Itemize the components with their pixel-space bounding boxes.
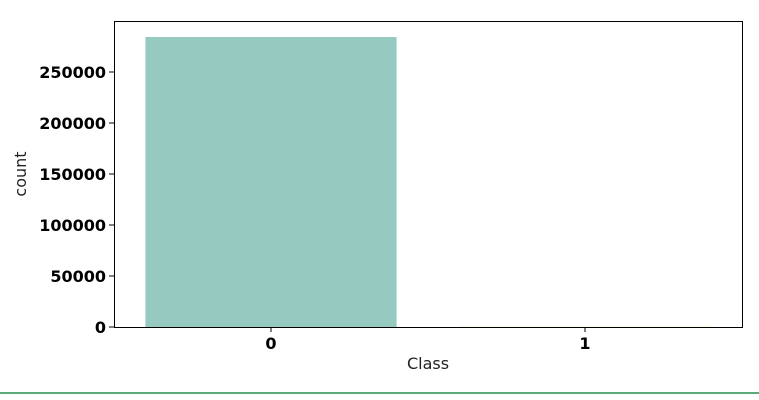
x-tick-label: 0 (265, 334, 276, 353)
y-tick-label: 200000 (39, 114, 106, 133)
y-tick-label: 250000 (39, 63, 106, 82)
x-tick-label: 1 (579, 334, 590, 353)
plot-frame (114, 21, 743, 328)
bars-layer (145, 36, 711, 328)
bar-0 (145, 36, 397, 328)
y-axis-label: count (11, 151, 30, 196)
bar-1 (459, 326, 711, 328)
y-tick-label: 150000 (39, 165, 106, 184)
y-tick-label: 0 (95, 318, 106, 337)
bottom-divider (0, 392, 759, 394)
y-tick-label: 100000 (39, 216, 106, 235)
x-axis-label: Class (407, 354, 449, 373)
y-tick-label: 50000 (50, 267, 106, 286)
y-axis-ticks: 0 50000 100000 150000 200000 250000 (39, 63, 114, 337)
